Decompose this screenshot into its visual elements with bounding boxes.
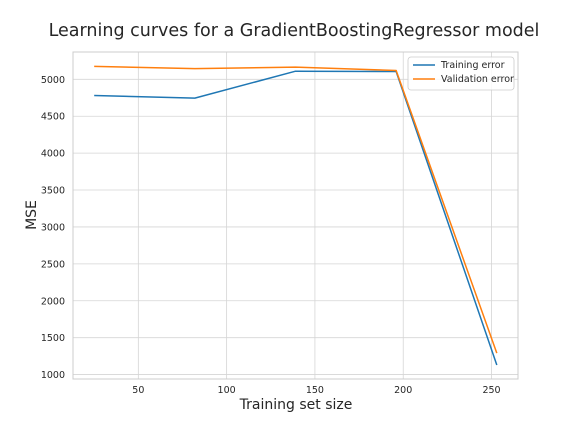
y-tick-label: 3000 <box>41 222 65 233</box>
y-tick-label: 3500 <box>41 186 65 197</box>
y-tick-label: 1000 <box>41 370 65 381</box>
legend-label-validation: Validation error <box>441 74 514 85</box>
y-tick-label: 2000 <box>41 296 65 307</box>
validation-error-line <box>94 65 498 354</box>
series-lines <box>94 65 498 366</box>
x-tick-label: 100 <box>218 385 236 396</box>
x-axis-label: Training set size <box>239 397 353 413</box>
x-tick-label: 150 <box>306 385 324 396</box>
y-axis-label: MSE <box>24 200 40 230</box>
x-tick-label: 50 <box>132 385 144 396</box>
y-tick-label: 4000 <box>41 149 65 160</box>
x-tick-label: 250 <box>482 385 500 396</box>
plot-frame <box>72 51 519 380</box>
chart-title: Learning curves for a GradientBoostingRe… <box>49 21 540 41</box>
tick-labels: 50 100 150 200 250 1000 1500 2000 2500 3000 3500 40… <box>41 75 501 396</box>
x-tick-label: 200 <box>394 385 412 396</box>
y-tick-label: 4500 <box>41 112 65 123</box>
grid-lines <box>73 52 518 379</box>
y-tick-label: 1500 <box>41 333 65 344</box>
training-error-line <box>94 70 498 366</box>
y-tick-label: 5000 <box>41 75 65 86</box>
legend: Training error Validation error <box>407 56 515 91</box>
legend-label-training: Training error <box>440 60 505 71</box>
y-tick-label: 2500 <box>41 259 65 270</box>
